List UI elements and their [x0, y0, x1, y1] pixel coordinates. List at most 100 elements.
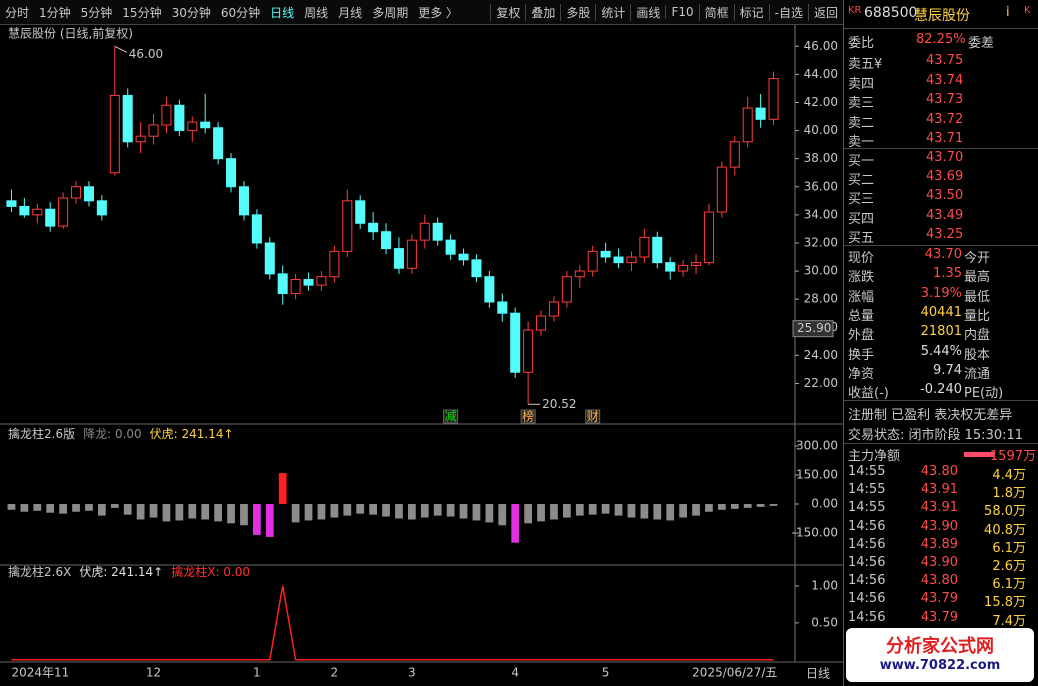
bar [253, 504, 261, 535]
separator [844, 148, 1038, 149]
bar [110, 504, 119, 508]
x-tick-label: 2025/06/27/五 [692, 666, 777, 680]
price: 43.90 [920, 555, 958, 570]
candle-body [290, 278, 301, 295]
label: 卖二 [848, 115, 875, 131]
price: 43.91 [920, 482, 958, 498]
bar [98, 504, 106, 516]
trade-row: 14:56 43.79 15.8万 [848, 591, 1036, 610]
ask-row: 卖五¥ 43.75 [848, 53, 1036, 72]
bar [136, 504, 145, 520]
label: 买二 [848, 173, 875, 189]
candle-body [96, 200, 107, 216]
bar [705, 504, 713, 512]
bar [563, 504, 571, 518]
label: 买一 [848, 154, 875, 169]
bar [201, 504, 210, 520]
y-tick-label: 36.00 [804, 179, 838, 193]
price: 43.80 [920, 573, 958, 589]
toolbar-button[interactable]: 周线 [304, 5, 329, 20]
indicator-name: 擒龙柱2.6版 [8, 426, 75, 441]
ask-row: 卖四 43.74 [848, 73, 1036, 92]
bar [588, 504, 597, 515]
time: 14:56 [848, 536, 886, 552]
trade-row: 14:56 43.90 2.6万 [848, 555, 1036, 574]
stat-row: 涨跌 1.35 最高 [848, 266, 1036, 285]
toolbar-button[interactable]: 15分钟 [122, 5, 162, 20]
candle-body [200, 121, 211, 129]
label: 卖五¥ [848, 57, 883, 72]
bar [730, 504, 739, 509]
value: 21801 [920, 324, 962, 340]
candle-body [548, 301, 559, 317]
legend-entry: 伏虎: 241.14↑ [79, 565, 163, 579]
toolbar-button[interactable]: 复权 [490, 3, 525, 21]
value: 1597万 [989, 449, 1036, 464]
price: 43.73 [926, 92, 964, 107]
bar [304, 504, 313, 521]
label: 净资 [848, 366, 875, 382]
trade-row: 14:56 43.89 6.1万 [848, 537, 1036, 556]
price: 43.70 [926, 150, 964, 165]
trade-row: 14:56 43.90 40.8万 [848, 519, 1036, 538]
candle-body [742, 107, 753, 143]
bid-row: 买二 43.69 [848, 169, 1036, 188]
toolbar-button[interactable]: 分时 [5, 5, 30, 20]
label: 主力净额 [848, 449, 901, 464]
toolbar-button[interactable]: 多股 [560, 3, 595, 21]
toolbar-button[interactable]: 画线 [630, 3, 665, 21]
toolbar-button[interactable]: 1分钟 [39, 5, 71, 20]
candle-body [665, 262, 676, 272]
label: 流通 [964, 366, 991, 382]
trade-row: 14:56 43.79 7.4万 [848, 610, 1036, 629]
toolbar-button[interactable]: -自选 [768, 3, 808, 21]
toolbar-button[interactable]: 30分钟 [171, 5, 211, 20]
x-tick-label: 2 [331, 666, 339, 680]
cursor-price-box [792, 320, 834, 338]
bid-row: 买三 43.50 [848, 188, 1036, 207]
toolbar-button[interactable]: 日线 [270, 5, 295, 20]
bar [162, 504, 171, 522]
volume: 15.8万 [984, 595, 1026, 611]
toolbar-button[interactable]: 5分钟 [80, 5, 113, 20]
toolbar-button[interactable]: 标记 [733, 3, 769, 21]
stat-row: 涨幅 3.19% 最低 [848, 286, 1036, 305]
stock-name: 慧辰股份 [914, 8, 970, 24]
period-label: 日线 [806, 667, 830, 681]
label: 现价 [848, 251, 875, 266]
toolbar-button[interactable]: 简框 [698, 3, 734, 21]
y-tick-label: 0.00 [811, 497, 838, 511]
time: 14:56 [848, 555, 886, 570]
toolbar: 分时 1分钟 5分钟 15分钟 30分钟 60分钟 日线 周线 月线 多周期 更多 〉 复权 叠加 多股统… [0, 0, 843, 25]
label: 卖四 [848, 76, 875, 92]
bar [420, 504, 429, 518]
toolbar-button[interactable]: 月线 [338, 5, 363, 20]
bar [343, 504, 352, 516]
toolbar-button[interactable]: F10 [665, 5, 698, 19]
candle-body [703, 211, 714, 264]
time: 14:55 [848, 464, 886, 479]
candle-body [109, 94, 120, 174]
candle-body [32, 208, 43, 216]
x-tick-label: 5 [602, 666, 610, 680]
toolbar-button[interactable]: 返回 [807, 3, 843, 21]
toolbar-button[interactable]: 多周期 [372, 5, 409, 20]
event-label: 减 [445, 410, 457, 424]
candle-body [561, 276, 572, 303]
bar [240, 504, 248, 526]
bar [278, 473, 287, 505]
toolbar-button[interactable]: 更多 〉 [418, 5, 459, 20]
quote-panel: KR 688500 慧辰股份 i K 委比 82.25% 委差 卖五¥ 43.75 卖四 43.74 卖… [843, 0, 1038, 686]
chart-title: 慧辰股份 (日线,前复权) [8, 26, 133, 41]
flow-bar [964, 452, 994, 457]
logo-url: www.70822.com [879, 658, 1001, 673]
bar [459, 504, 468, 519]
kline-icon: K [1024, 5, 1031, 16]
toolbar-button[interactable]: 60分钟 [220, 5, 261, 20]
toolbar-button[interactable]: 叠加 [525, 3, 560, 21]
status-row: 交易状态: 闭市阶段 15:30:11 [848, 424, 1036, 443]
price: 43.49 [926, 207, 964, 223]
bar [575, 504, 584, 516]
toolbar-button[interactable]: 统计 [595, 3, 630, 21]
label: 涨幅 [848, 289, 875, 305]
